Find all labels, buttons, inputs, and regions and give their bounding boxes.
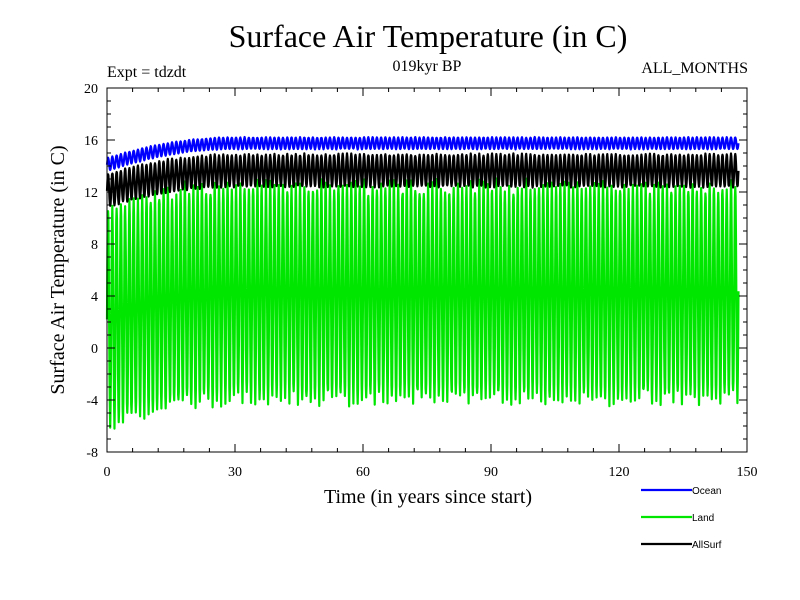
x-tick-label: 0 — [104, 465, 111, 480]
x-axis-label: Time (in years since start) — [324, 486, 532, 508]
y-tick-label: 20 — [84, 82, 98, 97]
x-tick-label: 120 — [609, 465, 630, 480]
y-tick-label: 12 — [84, 186, 98, 201]
subtitle-expt: Expt = tdzdt — [107, 64, 187, 81]
series-line-land — [105, 177, 740, 430]
legend-label-ocean: Ocean — [692, 486, 721, 497]
chart-title: Surface Air Temperature (in C) — [229, 18, 628, 54]
subtitle-period: 019kyr BP — [393, 58, 462, 75]
x-tick-label: 60 — [356, 465, 370, 480]
subtitle-months: ALL_MONTHS — [641, 60, 748, 77]
x-tick-label: 30 — [228, 465, 242, 480]
x-tick-label: 150 — [737, 465, 758, 480]
x-tick-label: 90 — [484, 465, 498, 480]
series-layer — [105, 135, 740, 430]
y-tick-label: 0 — [91, 342, 98, 357]
axes-layer: -8 -4 0 4 8 12 16 20 0 30 60 90 120 150 — [84, 82, 758, 480]
series-line-ocean — [105, 135, 740, 172]
legend-label-allsurf: AllSurf — [692, 540, 722, 551]
y-tick-label: 8 — [91, 238, 98, 253]
y-tick-label: -8 — [86, 446, 98, 461]
legend: Ocean Land AllSurf — [641, 486, 722, 551]
y-tick-label: 16 — [84, 134, 98, 149]
y-axis-label: Surface Air Temperature (in C) — [47, 145, 69, 394]
series-line-allsurf — [105, 152, 740, 207]
y-tick-label: 4 — [91, 290, 98, 305]
y-tick-label: -4 — [86, 394, 98, 409]
legend-label-land: Land — [692, 513, 714, 524]
